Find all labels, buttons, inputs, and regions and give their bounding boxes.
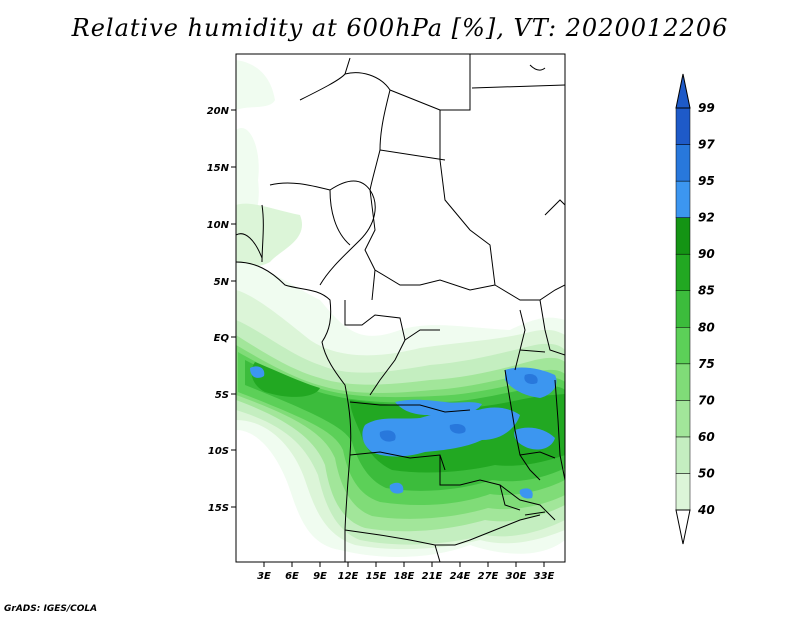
lat-label: 5S <box>215 390 229 401</box>
colorbar-bottom-arrow <box>675 509 691 545</box>
lon-label: 15E <box>366 571 387 582</box>
lon-label: 12E <box>338 571 359 582</box>
colorbar-segment <box>675 180 691 218</box>
map-frame <box>235 53 566 563</box>
lat-label: EQ <box>214 333 230 344</box>
footer-credit: GrADS: IGES/COLA <box>4 604 98 614</box>
lon-label: 24E <box>450 571 471 582</box>
colorbar-label: 70 <box>698 393 715 407</box>
lat-label: 10N <box>207 220 230 231</box>
colorbar-segment <box>675 290 691 328</box>
colorbar-segment <box>675 473 691 511</box>
colorbar-label: 97 <box>698 138 715 152</box>
lon-label: 30E <box>506 571 527 582</box>
colorbar: 40 50 60 70 75 80 85 90 92 95 97 99 <box>675 73 715 545</box>
lat-label: 20N <box>207 106 230 117</box>
colorbar-label: 80 <box>698 320 715 334</box>
lon-label: 18E <box>394 571 415 582</box>
colorbar-segment <box>675 327 691 365</box>
colorbar-segment <box>675 107 691 145</box>
lat-axis: 20N 15N 10N 5N EQ 5S 10S 15S <box>207 106 236 514</box>
colorbar-label: 90 <box>698 247 715 261</box>
colorbar-label: 75 <box>698 357 715 371</box>
colorbar-label: 85 <box>698 284 715 298</box>
colorbar-top-arrow <box>675 73 691 109</box>
lon-label: 9E <box>313 571 327 582</box>
colorbar-label: 40 <box>697 503 715 517</box>
colorbar-segment <box>675 217 691 255</box>
colorbar-segment <box>675 253 691 291</box>
humidity-field <box>236 60 565 557</box>
lon-label: 3E <box>257 571 271 582</box>
lon-label: 6E <box>285 571 299 582</box>
country-borders <box>236 54 565 562</box>
colorbar-segment <box>675 400 691 438</box>
colorbar-segment <box>675 436 691 474</box>
colorbar-segment <box>675 144 691 182</box>
lon-label: 21E <box>422 571 443 582</box>
lat-label: 10S <box>208 446 229 457</box>
lat-label: 15N <box>207 163 230 174</box>
lon-label: 27E <box>478 571 499 582</box>
lon-axis: 3E 6E 9E 12E 15E 18E 21E 24E 27E 30E 33E <box>257 562 555 582</box>
colorbar-segment <box>675 363 691 401</box>
lon-label: 33E <box>534 571 555 582</box>
colorbar-label: 99 <box>698 101 715 115</box>
map-title: Relative humidity at 600hPa [%], VT: 202… <box>71 14 729 42</box>
colorbar-label: 95 <box>698 174 715 188</box>
lat-label: 15S <box>208 503 229 514</box>
colorbar-label: 92 <box>698 211 715 225</box>
colorbar-label: 50 <box>698 466 715 480</box>
colorbar-label: 60 <box>698 430 715 444</box>
lat-label: 5N <box>214 277 230 288</box>
